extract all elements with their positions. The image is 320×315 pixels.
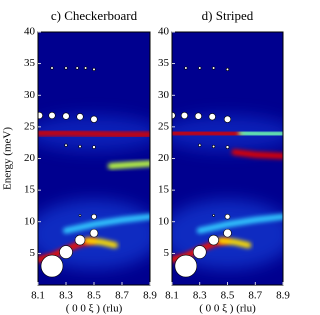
x-tick-label: 8.9 <box>276 290 290 302</box>
y-tick-label: 40 <box>158 26 170 38</box>
data-point <box>92 67 96 71</box>
y-tick-label: 20 <box>24 152 36 164</box>
data-point <box>198 66 202 70</box>
x-tick-label: 8.7 <box>248 290 262 302</box>
y-axis-label: Energy (meV) <box>2 127 14 190</box>
y-tick-label: 10 <box>158 215 170 227</box>
y-tick-label: 5 <box>30 247 36 259</box>
y-tick-label: 10 <box>24 215 36 227</box>
y-tick-label: 15 <box>24 184 36 196</box>
data-point <box>212 66 216 70</box>
data-point <box>198 143 202 147</box>
data-point <box>192 245 207 259</box>
intensity-ridge <box>196 213 283 234</box>
intensity-ridge <box>38 130 150 138</box>
data-point <box>64 66 68 70</box>
data-point <box>48 111 56 120</box>
y-tick-label: 15 <box>158 184 170 196</box>
x-axis-label: ( 0 0 ξ ) (rlu) <box>66 303 123 315</box>
y-tick-label: 25 <box>24 120 36 132</box>
data-point <box>50 66 54 70</box>
y-tick-label: 25 <box>158 120 170 132</box>
intensity-ridge <box>107 160 150 170</box>
x-tick-label: 8.1 <box>165 290 179 302</box>
data-point <box>225 67 230 71</box>
x-tick-label: 8.3 <box>59 290 73 302</box>
intensity-ridge <box>231 149 283 159</box>
y-tick-label: 35 <box>158 57 170 69</box>
y-tick-label: 5 <box>164 247 170 259</box>
data-point <box>78 144 82 149</box>
data-point <box>225 145 230 149</box>
x-tick-label: 8.5 <box>221 290 235 302</box>
plot-area <box>38 32 150 285</box>
x-tick-label: 8.7 <box>115 290 129 302</box>
y-tick-label: 40 <box>24 26 36 38</box>
panel-title: c) Checkerboard <box>51 8 138 23</box>
intensity-ridge <box>63 213 150 234</box>
plot-area <box>172 32 283 285</box>
x-tick-label: 8.5 <box>87 290 101 302</box>
data-point <box>40 254 64 278</box>
panel-title: d) Striped <box>202 8 254 23</box>
data-point <box>74 234 86 246</box>
data-point <box>208 234 219 246</box>
data-point <box>224 213 231 220</box>
x-tick-label: 8.1 <box>31 290 45 302</box>
data-point <box>91 213 97 220</box>
data-point <box>223 115 232 123</box>
x-tick-label: 8.3 <box>193 290 207 302</box>
data-point <box>59 245 73 259</box>
data-point <box>212 214 215 217</box>
data-point <box>194 112 202 120</box>
y-tick-label: 30 <box>24 89 36 101</box>
x-axis-label: ( 0 0 ξ ) (rlu) <box>199 303 256 315</box>
data-point <box>62 112 70 120</box>
data-point <box>78 214 82 217</box>
data-point <box>208 113 216 121</box>
data-point <box>223 228 232 238</box>
y-tick-label: 35 <box>24 57 36 69</box>
data-point <box>174 254 198 278</box>
data-point <box>172 111 176 120</box>
data-point <box>38 111 43 120</box>
data-point <box>180 111 189 120</box>
data-point <box>75 66 79 70</box>
intensity-ridge <box>217 237 252 249</box>
data-point <box>76 113 84 121</box>
data-point <box>64 143 68 147</box>
intensity-ridge <box>84 237 118 249</box>
data-point <box>212 144 216 149</box>
intensity-ridge <box>238 130 283 137</box>
y-tick-label: 30 <box>158 89 170 101</box>
data-point <box>89 228 99 238</box>
intensity-ridge <box>172 130 245 137</box>
data-point <box>92 145 96 149</box>
data-point <box>83 66 88 70</box>
y-tick-label: 20 <box>158 152 170 164</box>
x-tick-label: 8.9 <box>143 290 157 302</box>
data-point <box>90 115 98 123</box>
data-point <box>184 66 188 70</box>
